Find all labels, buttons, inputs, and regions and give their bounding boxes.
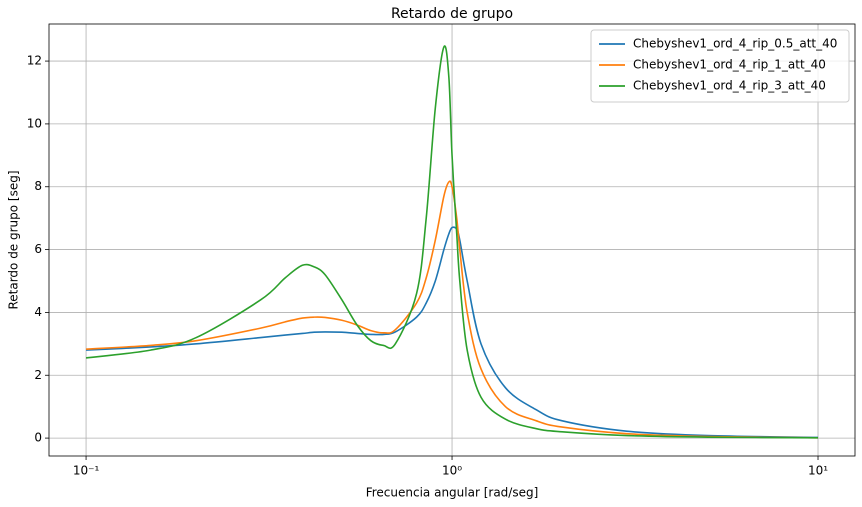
y-tick-label: 10 <box>27 116 42 130</box>
series-line <box>86 226 819 439</box>
y-tick-label: 6 <box>34 242 42 256</box>
chart-title: Retardo de grupo <box>391 6 513 22</box>
x-tick-label: 10⁻¹ <box>73 464 100 478</box>
legend-label: Chebyshev1_ord_4_rip_3_att_40 <box>633 79 826 93</box>
x-tick-label: 10⁰ <box>442 464 462 478</box>
legend-box <box>590 29 850 103</box>
y-tick-label: 4 <box>34 305 42 319</box>
y-tick-label: 0 <box>34 431 42 445</box>
x-axis-label: Frecuencia angular [rad/seg] <box>366 486 539 500</box>
plot-frame <box>48 23 856 457</box>
series-line <box>85 45 819 439</box>
y-tick-label: 2 <box>34 368 42 382</box>
legend-label: Chebyshev1_ord_4_rip_0.5_att_40 <box>633 37 837 51</box>
x-tick-label: 10¹ <box>808 464 828 478</box>
legend: Chebyshev1_ord_4_rip_0.5_att_40 Chebyshev… <box>590 29 850 103</box>
y-tick-label: 12 <box>27 54 42 68</box>
y-tick-label: 8 <box>34 179 42 193</box>
series-line <box>86 180 819 439</box>
legend-label: Chebyshev1_ord_4_rip_1_att_40 <box>633 58 826 72</box>
y-axis-label: Retardo de grupo [seg] <box>7 170 21 309</box>
